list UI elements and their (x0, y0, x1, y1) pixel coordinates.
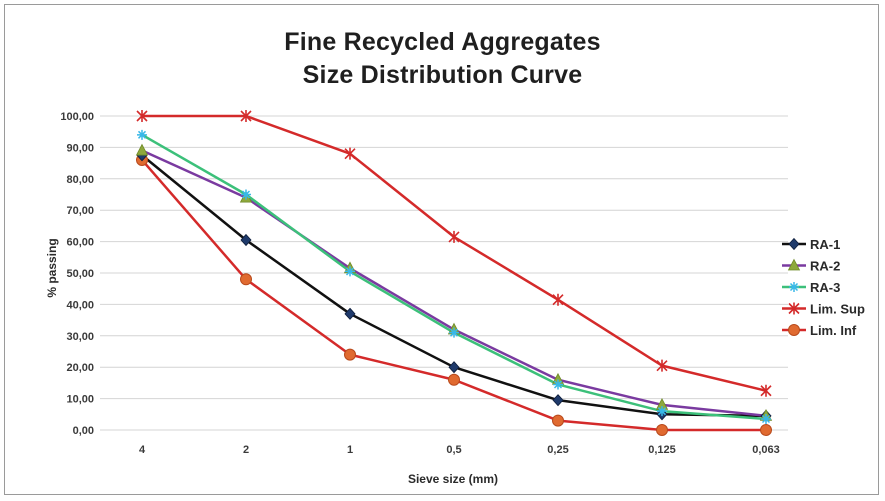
legend-marker (788, 324, 800, 336)
x-tick-label: 1 (347, 444, 353, 456)
y-axis-tick-labels: 0,00 10,00 20,00 30,00 40,00 50,00 60,00 70,00 8… (60, 111, 94, 437)
data-point (448, 361, 460, 374)
data-point (760, 384, 772, 397)
x-tick-label: 0,125 (648, 444, 676, 456)
data-point (552, 293, 564, 306)
x-tick-label: 0,063 (752, 444, 780, 456)
data-point (344, 147, 356, 160)
gridlines (100, 115, 788, 431)
data-point (656, 359, 668, 372)
x-axis-tick-labels: 4 2 1 0,5 0,25 0,125 0,063 (139, 444, 780, 456)
legend-label: RA-2 (810, 259, 840, 274)
legend-marker (788, 302, 800, 315)
data-point (656, 424, 668, 436)
y-tick-label: 90,00 (66, 142, 94, 154)
y-tick-label: 40,00 (66, 299, 94, 311)
y-tick-label: 70,00 (66, 205, 94, 217)
series-line-3 (142, 114, 767, 392)
series-markers (135, 110, 773, 436)
data-point (240, 233, 252, 247)
data-point (657, 406, 667, 417)
data-point (241, 189, 251, 200)
data-point (345, 266, 355, 277)
y-tick-label: 100,00 (60, 111, 94, 123)
legend-label: Lim. Sup (810, 302, 865, 317)
y-tick-label: 30,00 (66, 331, 94, 343)
series-line-4 (141, 159, 766, 432)
y-axis-title: % passing (45, 238, 59, 297)
data-point (553, 379, 563, 390)
x-tick-label: 2 (243, 444, 249, 456)
x-tick-label: 4 (139, 444, 146, 456)
data-point (448, 230, 460, 243)
data-point (136, 110, 148, 122)
data-point (344, 307, 356, 320)
legend-label: RA-3 (810, 280, 840, 295)
legend-marker (787, 258, 801, 271)
legend: RA-1 RA-2 RA-3 Lim. Sup Lim. Inf (782, 237, 865, 338)
data-point (135, 143, 149, 156)
x-tick-label: 0,5 (446, 444, 461, 456)
chart-title-line-1: Fine Recycled Aggregates (284, 28, 601, 56)
data-point (760, 424, 772, 436)
legend-marker (788, 237, 800, 251)
x-tick-label: 0,25 (547, 444, 568, 456)
legend-label: Lim. Inf (810, 323, 857, 338)
chart-title-line-2: Size Distribution Curve (302, 61, 583, 89)
data-point (240, 273, 252, 286)
y-tick-label: 20,00 (66, 362, 94, 374)
y-tick-label: 50,00 (66, 268, 94, 280)
data-point (448, 373, 460, 386)
data-point (552, 414, 564, 427)
data-point (240, 110, 252, 122)
data-point (344, 348, 356, 361)
legend-marker (789, 282, 799, 292)
legend-label: RA-1 (810, 237, 840, 252)
data-point (552, 394, 564, 407)
data-point (449, 327, 459, 338)
y-tick-label: 10,00 (66, 394, 94, 406)
data-point (761, 414, 771, 425)
data-point (137, 129, 147, 140)
y-tick-label: 60,00 (66, 237, 94, 249)
x-axis-title: Sieve size (mm) (408, 472, 498, 486)
y-tick-label: 0,00 (73, 425, 94, 437)
y-tick-label: 80,00 (66, 174, 94, 186)
